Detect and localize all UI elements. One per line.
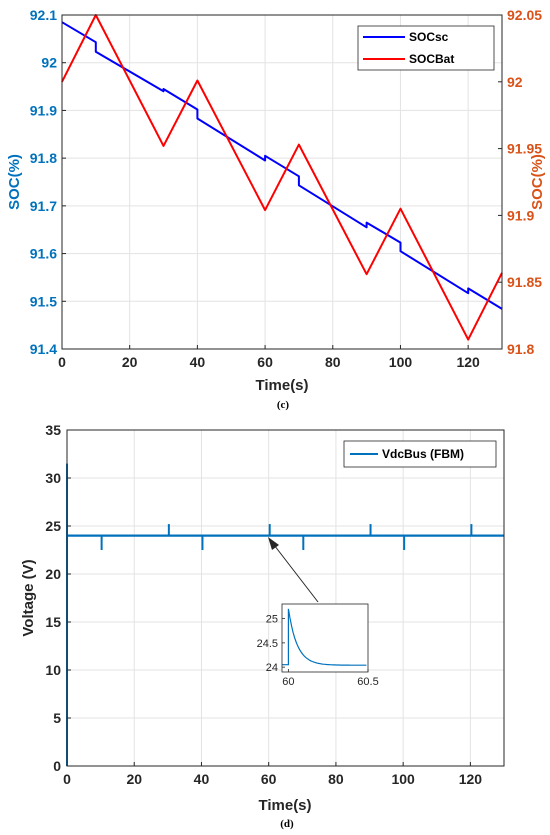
zoom-arrow-head <box>268 537 279 550</box>
soc-left-tick-label: 91.6 <box>30 246 57 262</box>
soc-x-tick-label: 120 <box>456 354 480 370</box>
inset-y-tick-label: 24 <box>266 662 278 674</box>
soc-legend-box <box>357 25 495 71</box>
voltage-legend: VdcBus (FBM) <box>343 440 497 468</box>
soc-left-tick-label: 91.4 <box>30 341 57 357</box>
soc-series-socbat-line <box>61 14 503 341</box>
voltage-x-tick-label: 20 <box>126 771 142 787</box>
soc-chart: 0 20 40 60 80 100 120 91.4 91.5 91.6 91.7 91.8 91.9… <box>6 7 546 411</box>
soc-x-tick-label: 20 <box>122 354 138 370</box>
soc-right-tick-label: 91.9 <box>507 207 534 223</box>
voltage-y-tick-label: 35 <box>45 422 61 438</box>
voltage-x-tick-label: 60 <box>261 771 277 787</box>
voltage-x-tick-label: 100 <box>391 771 415 787</box>
caption-d: (d) <box>280 818 294 830</box>
soc-right-tick-label: 92 <box>507 74 523 90</box>
soc-left-tick-label: 92.1 <box>30 7 57 23</box>
zoom-arrow <box>268 537 319 603</box>
soc-right-tick-label: 91.8 <box>507 341 534 357</box>
inset-ticks: 60 60.5 24 24.5 25 <box>257 614 379 688</box>
inset-y-tick-label: 25 <box>266 614 278 626</box>
inset-y-tick-label: 24.5 <box>257 638 278 650</box>
voltage-inset: 60 60.5 24 24.5 25 <box>257 603 379 688</box>
voltage-chart: 0 20 40 60 80 100 120 0 5 10 15 20 25 30 35 Time(s) V… <box>20 422 505 830</box>
soc-x-ticks: 0 20 40 60 80 100 120 <box>58 345 480 370</box>
soc-right-tick-label: 92.05 <box>507 7 542 23</box>
voltage-x-axis-label: Time(s) <box>258 797 311 814</box>
soc-left-tick-label: 91.5 <box>30 293 57 309</box>
soc-left-tick-label: 91.9 <box>30 102 57 118</box>
soc-series-socsc-line <box>61 21 503 310</box>
soc-x-tick-label: 40 <box>190 354 206 370</box>
soc-right-ticks: 91.8 91.85 91.9 91.95 92 92.05 <box>498 7 542 357</box>
soc-x-tick-label: 100 <box>389 354 413 370</box>
soc-left-tick-label: 91.8 <box>30 150 57 166</box>
soc-left-tick-label: 92 <box>41 55 57 71</box>
voltage-y-tick-label: 25 <box>45 518 61 534</box>
inset-x-tick-label: 60.5 <box>357 676 378 688</box>
soc-x-tick-label: 60 <box>257 354 273 370</box>
soc-legend: SOCsc SOCBat <box>357 25 495 71</box>
voltage-plot-area <box>67 430 504 766</box>
inset-x-tick-label: 60 <box>282 676 294 688</box>
soc-x-tick-label: 80 <box>325 354 341 370</box>
voltage-y-tick-label: 15 <box>45 614 61 630</box>
legend-label-vdcbus: VdcBus (FBM) <box>382 447 464 461</box>
inset-plot-area <box>282 604 368 672</box>
soc-x-axis-label: Time(s) <box>255 377 308 394</box>
voltage-x-tick-label: 0 <box>63 771 71 787</box>
voltage-y-tick-label: 20 <box>45 566 61 582</box>
voltage-x-tick-label: 40 <box>194 771 210 787</box>
voltage-x-tick-label: 80 <box>328 771 344 787</box>
soc-right-tick-label: 91.95 <box>507 141 542 157</box>
zoom-arrow-line <box>270 540 319 603</box>
voltage-y-tick-label: 10 <box>45 662 61 678</box>
soc-left-axis-label: SOC(%) <box>6 154 23 210</box>
inset-series-group <box>282 608 367 666</box>
voltage-y-tick-label: 30 <box>45 470 61 486</box>
soc-right-axis-label: SOC(%) <box>529 154 546 210</box>
voltage-y-ticks: 0 5 10 15 20 25 30 35 <box>45 422 71 774</box>
legend-label-socbat: SOCBat <box>409 52 454 66</box>
voltage-y-tick-label: 0 <box>53 758 61 774</box>
soc-plot-area <box>62 15 502 349</box>
soc-series-group <box>61 14 503 341</box>
soc-x-tick-label: 0 <box>58 354 66 370</box>
voltage-y-axis-label: Voltage (V) <box>20 559 37 636</box>
soc-right-tick-label: 91.85 <box>507 274 542 290</box>
voltage-y-tick-label: 5 <box>53 710 61 726</box>
caption-c: (c) <box>277 399 290 411</box>
voltage-plot-frame <box>66 429 505 767</box>
voltage-x-tick-label: 120 <box>459 771 483 787</box>
legend-label-socsc: SOCsc <box>409 30 449 44</box>
soc-left-tick-label: 91.7 <box>30 198 57 214</box>
inset-frame <box>281 603 369 673</box>
voltage-x-ticks: 0 20 40 60 80 100 120 <box>63 762 482 787</box>
soc-left-ticks: 91.4 91.5 91.6 91.7 91.8 91.9 92 92.1 <box>30 7 66 357</box>
soc-plot-frame <box>61 14 503 350</box>
inset-voltage-line <box>282 608 367 666</box>
